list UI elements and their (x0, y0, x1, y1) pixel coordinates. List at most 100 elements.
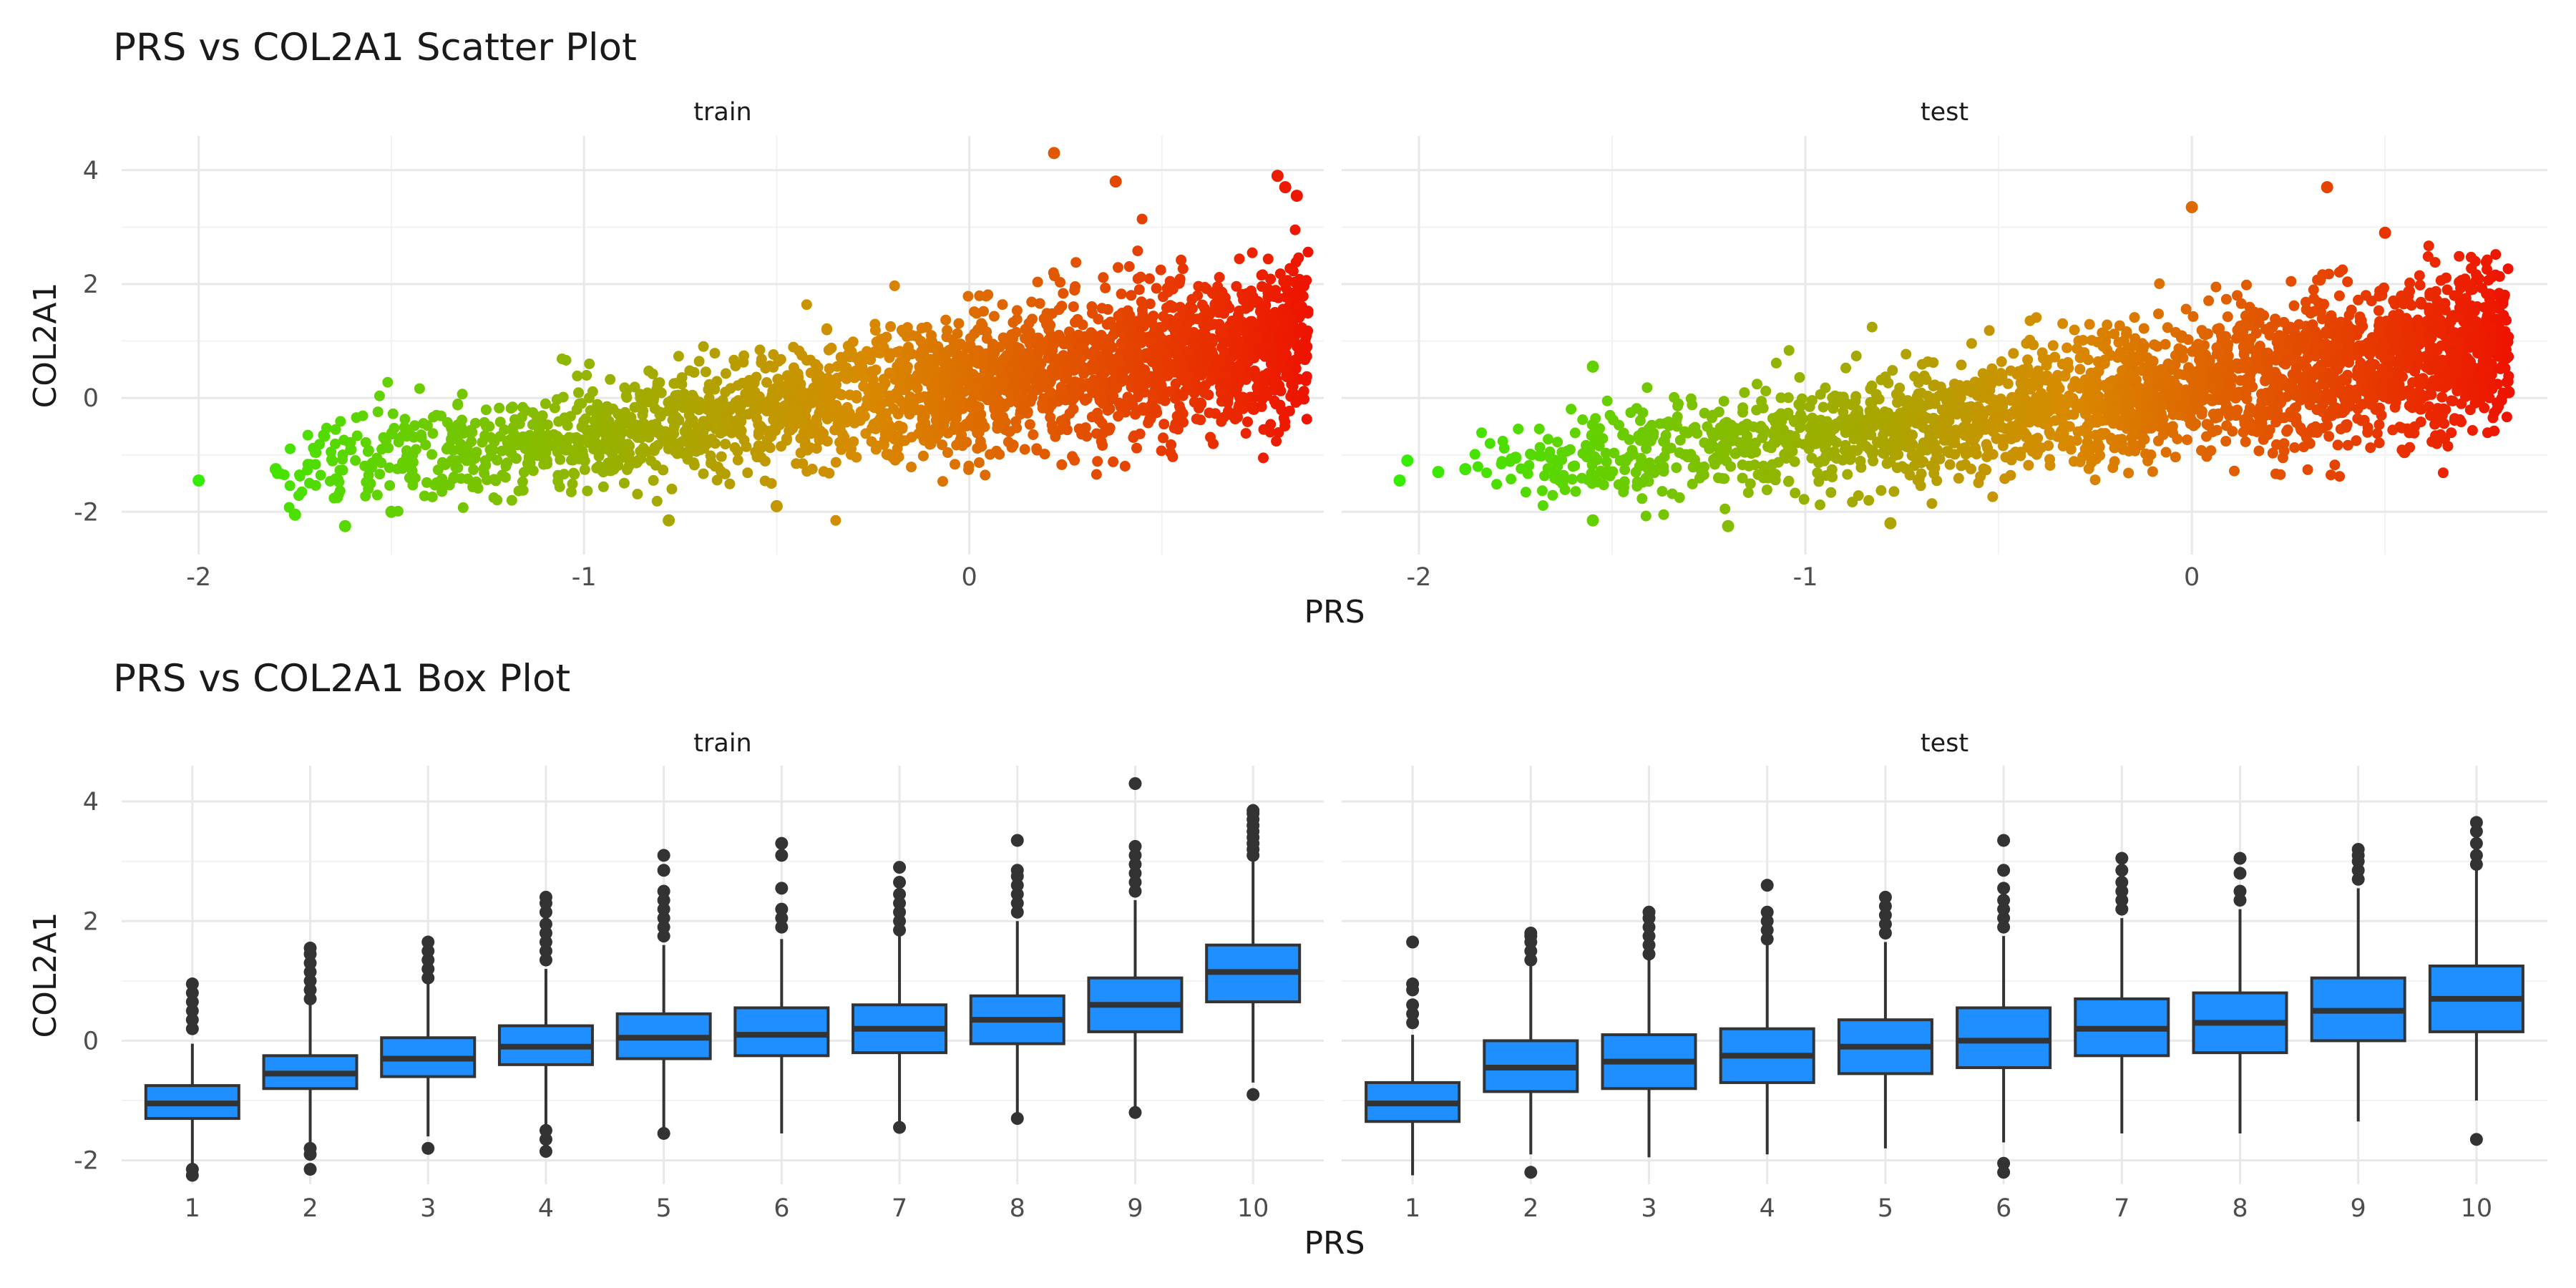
scatter-point (1109, 175, 1122, 188)
scatter-point (638, 391, 649, 402)
scatter-point (1525, 449, 1536, 459)
scatter-point (821, 436, 833, 447)
scatter-point (1570, 486, 1581, 497)
scatter-point (684, 365, 696, 376)
scatter-point (2210, 281, 2222, 293)
scatter-point (761, 377, 772, 388)
scatter-point (1050, 370, 1060, 381)
scatter-point (1077, 379, 1088, 390)
scatter-point (808, 421, 819, 432)
scatter-point (1795, 420, 1806, 431)
scatter-point (2422, 251, 2434, 262)
scatter-point (1080, 395, 1091, 406)
scatter-point (1758, 472, 1770, 484)
scatter-point (1255, 373, 1266, 384)
scatter-point (1710, 452, 1722, 463)
scatter-point (1176, 254, 1187, 265)
scatter-point (1685, 393, 1697, 404)
scatter-point (2342, 276, 2353, 288)
scatter-point (824, 363, 835, 374)
scatter-point (1654, 418, 1666, 429)
scatter-point (1537, 500, 1548, 511)
scatter-point (1027, 392, 1038, 403)
scatter-point (1215, 387, 1226, 399)
scatter-point (1761, 484, 1772, 496)
scatter-point (668, 424, 679, 436)
scatter-point (851, 390, 862, 401)
scatter-point (517, 484, 529, 496)
scatter-point (479, 430, 491, 441)
scatter-point (775, 353, 786, 365)
scatter-point (2008, 348, 2019, 359)
scatter-point (854, 351, 866, 363)
scatter-point (1506, 474, 1517, 484)
scatter-point (1601, 456, 1612, 467)
scatter-point (2469, 255, 2481, 267)
scatter-point (818, 466, 829, 477)
facet-strip-label: test (1921, 98, 1968, 127)
scatter-point (1174, 301, 1186, 313)
scatter-point (648, 395, 659, 406)
scatter-point (492, 454, 503, 466)
scatter-point (1971, 449, 1982, 460)
scatter-point (1061, 424, 1073, 436)
scatter-point (868, 419, 879, 430)
scatter-point (1205, 431, 1216, 443)
scatter-point (1731, 447, 1742, 459)
scatter-point (581, 370, 592, 381)
scatter-point (1770, 357, 1782, 369)
scatter-point (673, 351, 684, 362)
scatter-point (1078, 368, 1090, 379)
scatter-point (1034, 298, 1045, 309)
scatter-point (1144, 273, 1155, 284)
scatter-point (1641, 382, 1653, 394)
scatter-point (1880, 371, 1891, 383)
scatter-point (496, 445, 507, 457)
scatter-point (467, 450, 478, 462)
scatter-point (688, 401, 699, 413)
scatter-point (374, 390, 385, 401)
scatter-point (1954, 386, 1966, 397)
scatter-point (414, 383, 425, 394)
scatter-point (721, 417, 733, 429)
scatter-point (1068, 384, 1080, 395)
scatter-point (1099, 366, 1111, 378)
scatter-points (1393, 181, 2515, 532)
scatter-point (1297, 307, 1308, 318)
scatter-point (941, 386, 952, 398)
scatter-point (371, 489, 383, 501)
scatter-point (580, 413, 591, 424)
scatter-point (1256, 270, 1267, 281)
scatter-point (1953, 472, 1964, 484)
scatter-point (734, 406, 746, 417)
scatter-point (1222, 397, 1234, 409)
scatter-point (363, 445, 374, 456)
scatter-point (1048, 267, 1059, 278)
scatter-point (1204, 407, 1215, 419)
scatter-point (2062, 342, 2073, 353)
scatter-point (1077, 341, 1088, 353)
scatter-point (1215, 326, 1226, 338)
scatter-point (1020, 404, 1031, 416)
scatter-point (632, 489, 643, 499)
scatter-point (950, 459, 960, 470)
scatter-point (585, 405, 596, 416)
scatter-point (1159, 395, 1171, 406)
scatter-point (2404, 385, 2415, 396)
scatter-point (1290, 190, 1303, 203)
scatter-point (1133, 284, 1145, 296)
scatter-point (1060, 364, 1072, 376)
scatter-point (572, 370, 583, 381)
scatter-point (285, 443, 296, 454)
scatter-point (2333, 290, 2345, 301)
scatter-point (2321, 388, 2333, 399)
scatter-point (869, 325, 881, 336)
scatter-point (1040, 337, 1052, 348)
scatter-point (1123, 261, 1135, 272)
scatter-point (1995, 401, 2006, 412)
scatter-point (980, 469, 991, 481)
scatter-point (2187, 311, 2199, 322)
scatter-point (1820, 382, 1831, 394)
scatter-point (1516, 463, 1527, 474)
scatter-point (957, 350, 969, 361)
